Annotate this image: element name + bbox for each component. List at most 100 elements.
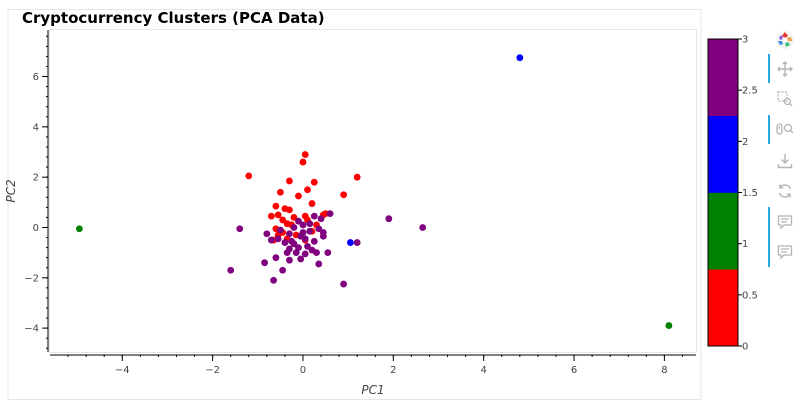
scatter-point-cluster-0 xyxy=(286,177,293,185)
scatter-point-cluster-3 xyxy=(288,237,296,245)
x-tick-label: 8 xyxy=(661,365,667,376)
scatter-point-cluster-3 xyxy=(385,215,393,223)
scatter-point-cluster-3 xyxy=(281,239,289,246)
scatter-point-cluster-0 xyxy=(295,192,302,200)
scatter-point-cluster-3 xyxy=(299,229,307,236)
x-tick-label: −4 xyxy=(115,365,130,376)
scatter-point-cluster-3 xyxy=(306,227,314,235)
colorbar-tick-label: 0.5 xyxy=(742,290,758,301)
y-axis: −4 −2 0 2 4 6 xyxy=(24,30,49,352)
scatter-point-cluster-3 xyxy=(324,249,332,257)
scatter-point-cluster-3 xyxy=(270,276,278,284)
scatter-point-cluster-0 xyxy=(274,211,282,219)
y-tick-label: 4 xyxy=(33,122,39,133)
scatter-point-cluster-0 xyxy=(276,188,284,196)
hover-icon-2[interactable] xyxy=(774,241,796,263)
scatter-point-cluster-3 xyxy=(276,226,284,234)
scatter-point-cluster-0 xyxy=(310,178,318,186)
x-axis-label: PC1 xyxy=(361,383,384,397)
scatter-point-cluster-0 xyxy=(301,151,309,158)
colorbar-segment xyxy=(708,39,738,117)
hover-icon[interactable] xyxy=(774,211,796,233)
colorbar-segment xyxy=(708,192,738,270)
colorbar-tick-label: 3 xyxy=(742,35,748,46)
pan-active-indicator xyxy=(768,54,770,83)
scatter-point-cluster-3 xyxy=(317,215,325,223)
scatter-point-cluster-3 xyxy=(279,266,287,274)
scatter-point-cluster-3 xyxy=(286,230,293,238)
colorbar-segment xyxy=(708,115,738,193)
y-tick-label: −2 xyxy=(24,273,39,284)
x-tick-label: −2 xyxy=(205,365,220,376)
y-tick-label: −4 xyxy=(24,324,39,335)
colorbar-tick-label: 2.5 xyxy=(742,86,758,97)
wheel-zoom-icon[interactable] xyxy=(774,119,796,141)
scatter-point-cluster-0 xyxy=(308,200,316,207)
scatter-point-cluster-1 xyxy=(665,322,673,329)
scatter-point-cluster-0 xyxy=(353,173,361,181)
bokeh-logo-icon[interactable] xyxy=(774,29,796,51)
scatter-point-cluster-1 xyxy=(75,225,83,233)
scatter-point-cluster-2 xyxy=(516,54,524,62)
scatter-point-cluster-3 xyxy=(274,235,282,243)
scatter-point-cluster-3 xyxy=(292,249,300,257)
scatter-point-cluster-3 xyxy=(353,239,361,246)
scatter-point-cluster-3 xyxy=(297,255,305,263)
scatter-point-cluster-0 xyxy=(290,214,298,221)
scatter-point-cluster-3 xyxy=(315,225,323,233)
scatter-point-cluster-3 xyxy=(286,256,293,264)
scatter-point-cluster-3 xyxy=(295,217,302,225)
x-tick-label: 2 xyxy=(390,365,396,376)
x-tick-label: 6 xyxy=(571,365,577,376)
hover-active-indicator xyxy=(768,207,770,267)
colorbar-tick-label: 1.5 xyxy=(742,188,758,199)
y-tick-label: 6 xyxy=(33,72,39,83)
pan-icon[interactable] xyxy=(774,58,796,80)
scatter-point-cluster-3 xyxy=(267,236,275,244)
scatter-point-cluster-0 xyxy=(267,212,275,220)
wheel-zoom-active-indicator xyxy=(768,115,770,144)
scatter-point-cluster-3 xyxy=(272,254,280,262)
scatter-point-cluster-0 xyxy=(286,206,293,214)
toolbar xyxy=(766,26,800,276)
colorbar-segment xyxy=(708,269,738,347)
scatter-point-cluster-3 xyxy=(261,259,268,267)
scatter-point-cluster-3 xyxy=(419,224,427,231)
y-tick-label: 0 xyxy=(33,223,39,234)
y-tick-label: 2 xyxy=(33,173,39,184)
scatter-point-cluster-3 xyxy=(326,210,334,218)
scatter-point-cluster-3 xyxy=(299,221,307,229)
scatter-point-cluster-3 xyxy=(301,250,309,258)
scatter-point-cluster-0 xyxy=(245,172,253,180)
scatter-point-cluster-3 xyxy=(306,220,314,228)
scatter-point-cluster-3 xyxy=(283,249,291,257)
scatter-point-cluster-3 xyxy=(340,280,348,288)
y-axis-label: PC2 xyxy=(4,179,18,202)
scatter-points xyxy=(75,54,673,329)
scatter-point-cluster-3 xyxy=(301,235,309,243)
colorbar-tick-label: 2 xyxy=(742,137,748,148)
plot-frame xyxy=(49,29,697,353)
scatter-point-cluster-2 xyxy=(347,239,354,246)
x-axis: −4 −2 0 2 4 6 8 xyxy=(50,354,696,376)
colorbar-tick-label: 1 xyxy=(742,239,748,250)
scatter-point-cluster-3 xyxy=(236,225,244,233)
save-icon[interactable] xyxy=(774,150,796,172)
box-zoom-icon[interactable] xyxy=(774,88,796,110)
scatter-point-cluster-3 xyxy=(304,242,311,250)
colorbar: 0 0.5 1 1.5 2 2.5 3 xyxy=(707,35,758,353)
x-tick-label: 4 xyxy=(480,365,486,376)
reset-icon[interactable] xyxy=(774,180,796,202)
scatter-point-cluster-0 xyxy=(304,186,311,194)
scatter-point-cluster-3 xyxy=(310,237,318,245)
colorbar-tick-label: 0 xyxy=(742,342,748,353)
x-tick-label: 0 xyxy=(300,365,306,376)
chart-title: Cryptocurrency Clusters (PCA Data) xyxy=(22,9,325,27)
scatter-point-cluster-0 xyxy=(299,158,307,166)
scatter-point-cluster-3 xyxy=(319,232,327,240)
scatter-point-cluster-0 xyxy=(272,202,280,210)
scatter-point-cluster-3 xyxy=(290,224,298,231)
scatter-point-cluster-3 xyxy=(315,260,323,268)
